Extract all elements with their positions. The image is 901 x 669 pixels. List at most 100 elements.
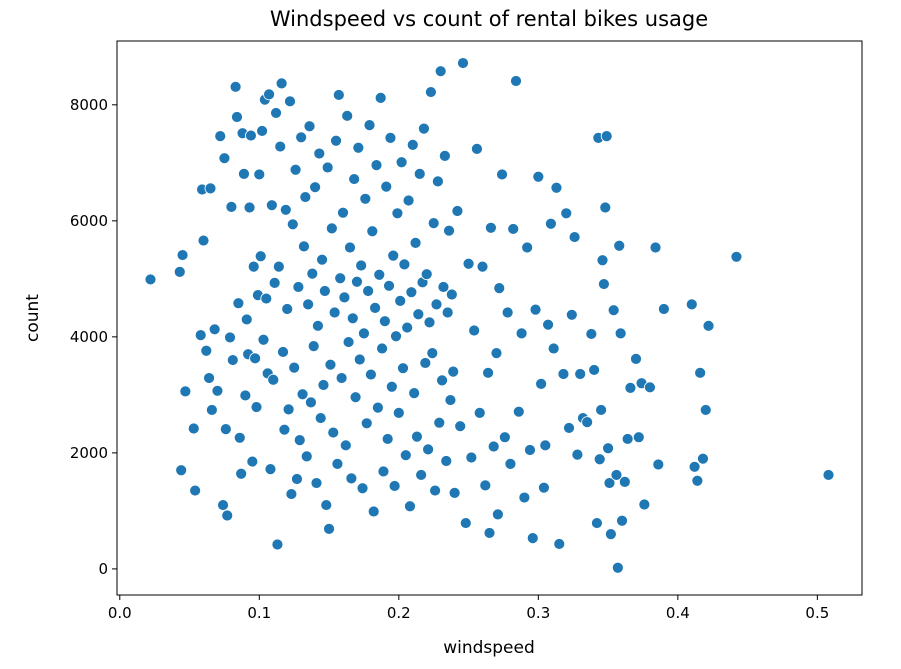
data-point-117 — [359, 192, 372, 205]
data-point-174 — [438, 149, 451, 162]
y-axis-label: count — [23, 294, 43, 342]
data-point-50 — [265, 199, 278, 212]
data-point-219 — [547, 342, 560, 355]
data-point-178 — [444, 394, 457, 406]
data-point-87 — [317, 379, 330, 391]
data-point-231 — [585, 328, 598, 340]
data-point-159 — [418, 122, 430, 135]
data-point-181 — [448, 486, 461, 499]
data-point-105 — [342, 336, 355, 348]
data-point-166 — [427, 217, 440, 230]
data-point-131 — [378, 315, 391, 328]
data-point-224 — [563, 422, 575, 434]
data-point-145 — [398, 258, 411, 271]
data-point-240 — [600, 130, 613, 143]
data-point-218 — [544, 217, 557, 230]
data-point-138 — [388, 480, 401, 492]
data-point-12 — [204, 182, 217, 195]
data-point-95 — [328, 306, 341, 319]
x-tick-label: 0.5 — [805, 604, 829, 622]
data-point-125 — [370, 159, 383, 172]
data-point-14 — [208, 323, 221, 336]
y-tick-label: 6000 — [70, 212, 108, 230]
data-point-233 — [591, 517, 603, 529]
data-point-34 — [243, 201, 256, 214]
data-point-5 — [187, 422, 200, 435]
data-point-173 — [437, 281, 450, 293]
data-point-251 — [621, 433, 634, 445]
data-point-191 — [476, 260, 489, 273]
data-point-267 — [702, 319, 715, 332]
data-point-89 — [320, 499, 333, 511]
data-point-135 — [384, 131, 397, 144]
data-point-169 — [431, 175, 444, 188]
data-point-184 — [457, 57, 469, 69]
data-point-57 — [275, 77, 288, 90]
data-point-182 — [451, 205, 464, 217]
data-point-129 — [376, 342, 388, 355]
data-point-44 — [257, 333, 270, 346]
data-point-85 — [314, 412, 327, 424]
data-point-230 — [581, 416, 594, 429]
data-point-215 — [538, 481, 550, 494]
data-point-163 — [423, 316, 436, 329]
data-point-91 — [323, 522, 335, 535]
data-point-88 — [318, 285, 331, 297]
data-point-245 — [610, 469, 623, 481]
data-point-54 — [271, 538, 284, 551]
data-point-106 — [344, 241, 356, 254]
data-point-94 — [327, 426, 340, 439]
data-point-225 — [565, 308, 578, 321]
data-point-11 — [203, 372, 215, 384]
data-point-118 — [360, 417, 373, 430]
data-point-235 — [593, 453, 606, 466]
data-point-156 — [413, 167, 426, 180]
data-point-198 — [491, 508, 504, 521]
data-point-180 — [447, 365, 460, 378]
data-point-221 — [553, 538, 566, 550]
data-point-128 — [374, 91, 387, 104]
data-point-141 — [392, 406, 405, 419]
data-point-19 — [219, 423, 232, 435]
data-point-18 — [218, 152, 231, 165]
data-point-133 — [381, 433, 394, 445]
data-point-205 — [510, 75, 522, 87]
data-point-137 — [387, 249, 400, 262]
data-point-196 — [487, 440, 500, 453]
data-point-109 — [348, 173, 361, 185]
data-point-62 — [282, 403, 295, 416]
data-point-266 — [699, 404, 712, 416]
data-point-2 — [175, 464, 188, 477]
data-point-38 — [249, 352, 262, 365]
data-point-248 — [614, 327, 627, 340]
data-point-208 — [518, 491, 531, 504]
data-point-200 — [496, 168, 508, 181]
data-point-35 — [245, 129, 257, 142]
data-point-177 — [443, 224, 455, 237]
data-point-228 — [574, 368, 587, 380]
data-point-149 — [404, 500, 416, 513]
data-point-209 — [521, 241, 534, 254]
data-point-227 — [571, 448, 584, 461]
data-point-211 — [526, 532, 539, 545]
data-point-72 — [296, 388, 309, 401]
data-point-73 — [298, 240, 310, 253]
data-point-257 — [644, 381, 656, 394]
data-point-3 — [176, 249, 189, 261]
data-point-139 — [390, 330, 402, 343]
data-point-206 — [512, 405, 525, 418]
data-point-238 — [598, 278, 610, 290]
data-point-92 — [324, 358, 337, 371]
data-point-244 — [607, 304, 620, 317]
data-point-0 — [144, 273, 157, 286]
data-point-119 — [362, 285, 375, 297]
data-point-243 — [604, 528, 617, 540]
data-point-102 — [338, 291, 351, 304]
x-axis-label: windspeed — [443, 638, 535, 658]
data-point-36 — [246, 455, 259, 468]
data-point-16 — [214, 130, 227, 143]
data-point-58 — [277, 346, 289, 358]
data-point-147 — [401, 321, 414, 334]
data-point-146 — [399, 449, 412, 462]
data-point-264 — [694, 366, 707, 379]
